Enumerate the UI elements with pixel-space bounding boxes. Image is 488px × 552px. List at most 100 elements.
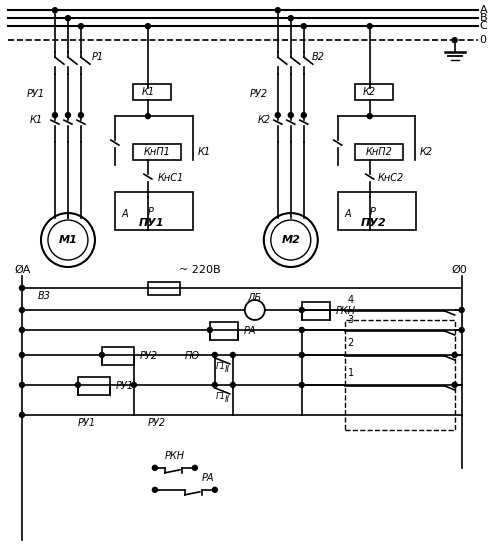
Bar xyxy=(338,192,416,230)
Text: ~ 220В: ~ 220В xyxy=(179,265,221,275)
Circle shape xyxy=(230,383,235,388)
Text: Г1: Г1 xyxy=(216,363,226,371)
Circle shape xyxy=(145,24,150,29)
Text: ЛБ: ЛБ xyxy=(248,293,262,303)
Text: C: C xyxy=(480,21,488,31)
Text: РУ2: РУ2 xyxy=(148,418,166,428)
Text: ПО: ПО xyxy=(185,351,200,361)
Circle shape xyxy=(271,220,311,260)
Circle shape xyxy=(299,352,305,358)
Bar xyxy=(148,282,180,295)
Text: P1: P1 xyxy=(92,52,104,62)
Text: Г1: Г1 xyxy=(216,392,226,401)
Text: II: II xyxy=(225,365,230,374)
Circle shape xyxy=(131,383,137,388)
Circle shape xyxy=(212,383,217,388)
Circle shape xyxy=(20,412,24,417)
Circle shape xyxy=(20,383,24,388)
Text: РА: РА xyxy=(202,473,214,483)
Circle shape xyxy=(212,487,217,492)
Circle shape xyxy=(452,352,457,358)
Circle shape xyxy=(53,113,58,118)
Text: A: A xyxy=(480,5,487,15)
Circle shape xyxy=(20,307,24,312)
Text: 3: 3 xyxy=(348,315,354,325)
Text: Р: Р xyxy=(370,207,376,217)
Text: РУ1: РУ1 xyxy=(78,418,96,428)
Circle shape xyxy=(264,213,318,267)
Circle shape xyxy=(79,24,83,29)
Text: ØА: ØА xyxy=(14,265,30,275)
Text: B: B xyxy=(480,13,487,23)
Bar xyxy=(133,84,171,100)
Text: КнС1: КнС1 xyxy=(158,173,184,183)
Bar xyxy=(102,347,134,365)
Circle shape xyxy=(299,327,305,332)
Circle shape xyxy=(212,352,217,358)
Circle shape xyxy=(275,113,280,118)
Text: М1: М1 xyxy=(59,235,78,245)
Circle shape xyxy=(367,114,372,119)
Text: 1: 1 xyxy=(348,368,354,378)
Circle shape xyxy=(53,8,58,13)
Bar xyxy=(355,144,403,160)
Circle shape xyxy=(288,15,293,20)
Text: КнС2: КнС2 xyxy=(378,173,404,183)
Circle shape xyxy=(459,327,464,332)
Text: Ø0: Ø0 xyxy=(452,265,468,275)
Text: II: II xyxy=(225,395,230,405)
Text: К1: К1 xyxy=(142,87,154,97)
Circle shape xyxy=(192,465,197,470)
Bar xyxy=(210,322,238,340)
Text: 0: 0 xyxy=(480,35,487,45)
Text: РУ2: РУ2 xyxy=(250,89,268,99)
Circle shape xyxy=(459,307,464,312)
Circle shape xyxy=(100,352,104,358)
Bar xyxy=(115,192,193,230)
Circle shape xyxy=(48,220,88,260)
Text: РКН: РКН xyxy=(336,306,356,316)
Circle shape xyxy=(207,327,212,332)
Text: 4: 4 xyxy=(348,295,354,305)
Circle shape xyxy=(245,300,265,320)
Circle shape xyxy=(76,383,81,388)
Circle shape xyxy=(452,383,457,388)
Text: КнП2: КнП2 xyxy=(366,147,392,157)
Text: ПУ2: ПУ2 xyxy=(361,218,386,228)
Text: Р: Р xyxy=(148,207,154,217)
Circle shape xyxy=(230,352,235,358)
Bar xyxy=(78,377,110,395)
Bar xyxy=(355,84,393,100)
Circle shape xyxy=(65,15,70,20)
Circle shape xyxy=(41,213,95,267)
Bar xyxy=(133,144,181,160)
Circle shape xyxy=(301,24,306,29)
Text: РА: РА xyxy=(244,326,256,336)
Bar xyxy=(302,302,330,320)
Circle shape xyxy=(79,113,83,118)
Text: М2: М2 xyxy=(282,235,300,245)
Text: К2: К2 xyxy=(363,87,376,97)
Circle shape xyxy=(65,113,70,118)
Text: ПУ1: ПУ1 xyxy=(139,218,164,228)
Text: РУ2: РУ2 xyxy=(140,351,158,361)
Text: РУ1: РУ1 xyxy=(116,381,134,391)
Circle shape xyxy=(367,24,372,29)
Circle shape xyxy=(299,383,305,388)
Circle shape xyxy=(275,8,280,13)
Text: 2: 2 xyxy=(348,338,354,348)
Text: КнП1: КнП1 xyxy=(143,147,170,157)
Text: А: А xyxy=(345,209,351,219)
Circle shape xyxy=(20,352,24,358)
Circle shape xyxy=(20,327,24,332)
Circle shape xyxy=(20,285,24,290)
Circle shape xyxy=(299,307,305,312)
Circle shape xyxy=(301,113,306,118)
Text: РУ1: РУ1 xyxy=(27,89,45,99)
Circle shape xyxy=(152,487,158,492)
Text: В2: В2 xyxy=(312,52,325,62)
Text: К2: К2 xyxy=(420,147,433,157)
Text: А: А xyxy=(122,209,128,219)
Text: В3: В3 xyxy=(38,291,51,301)
Circle shape xyxy=(145,114,150,119)
